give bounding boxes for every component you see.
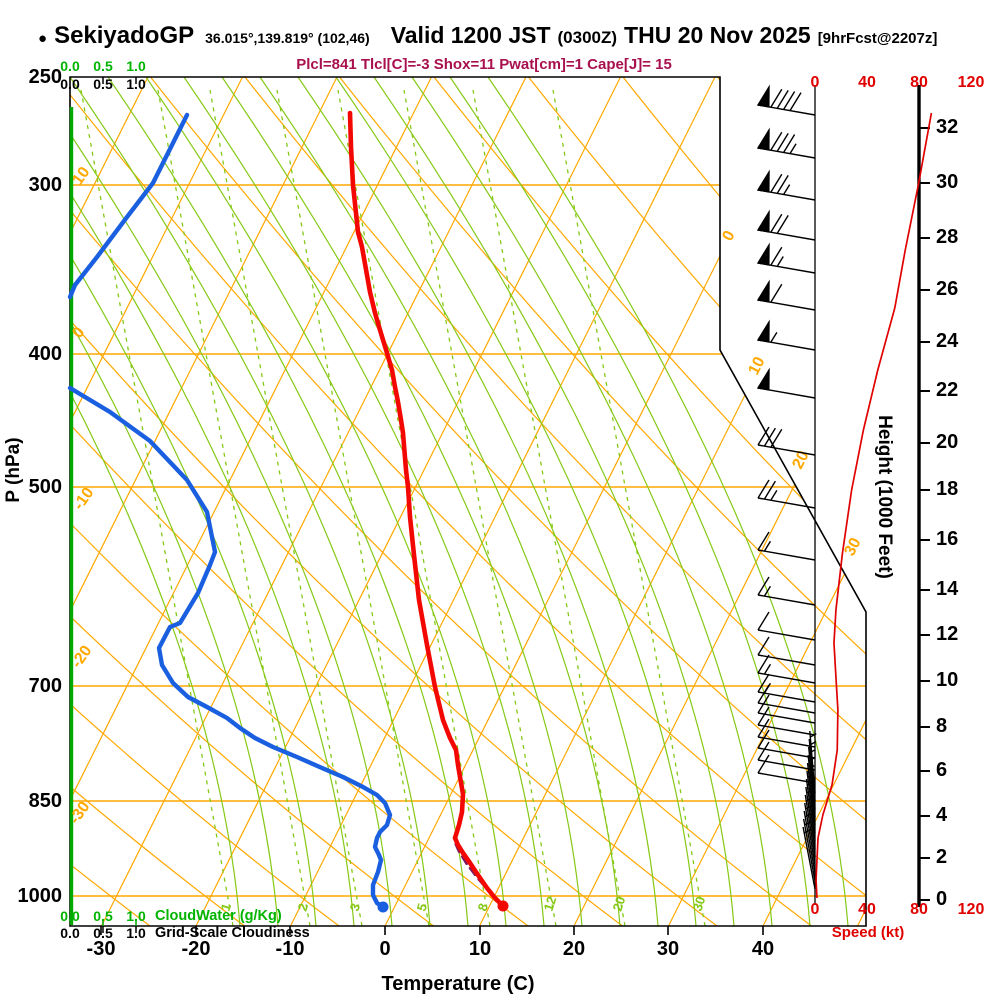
sounding-indices: Plcl=841 Tlcl[C]=-3 Shox=11 Pwat[cm]=1 C…: [296, 56, 672, 73]
cloudiness-caption: Grid-Scale Cloudiness: [155, 925, 310, 941]
pressure-tick-label: 850: [28, 790, 62, 812]
height-tick-label: 12: [936, 623, 959, 645]
mixing-ratio-label: 30: [690, 895, 709, 913]
mixing-ratio-label: 12: [541, 895, 560, 913]
temperature-tick-label: 10: [468, 938, 492, 960]
height-tick-label: 4: [936, 804, 948, 826]
scale-value: 0.0: [60, 76, 80, 92]
station-bullet-icon: ●: [38, 30, 48, 47]
scale-value: 0.0: [60, 925, 80, 941]
station-name: SekiyadoGP: [54, 22, 195, 49]
pressure-tick-label: 1000: [17, 885, 63, 907]
forecast-tag: [9hrFcst@2207z]: [817, 30, 938, 47]
temperature-tick-label: -10: [275, 938, 305, 960]
scale-value: 0.0: [60, 58, 80, 74]
temperature-tick-label: -30: [86, 938, 116, 960]
temperature-axis-title: Temperature (C): [381, 973, 535, 995]
temperature-tick-label: 20: [562, 938, 586, 960]
valid-date: THU 20 Nov 2025: [624, 22, 811, 48]
speed-scale-top-label: 120: [957, 74, 985, 91]
scale-value: 1.0: [126, 908, 146, 924]
speed-axis-title: Speed (kt): [831, 924, 905, 941]
speed-scale-top-label: 40: [858, 74, 876, 91]
valid-time: Valid 1200 JST: [390, 22, 551, 48]
temperature-tick-label: 40: [751, 938, 775, 960]
height-tick-label: 18: [936, 478, 959, 500]
isotherm-label: 30: [841, 535, 864, 559]
pressure-tick-label: 300: [28, 174, 62, 196]
pressure-tick-label: 500: [28, 476, 62, 498]
scale-value: 1.0: [126, 58, 146, 74]
height-tick-label: 24: [936, 330, 959, 352]
height-tick-label: 28: [936, 226, 959, 248]
height-tick-label: 8: [936, 715, 948, 737]
height-tick-label: 22: [936, 379, 959, 401]
mixing-ratio-label: 20: [610, 895, 629, 913]
isotherm-label: 10: [745, 354, 768, 378]
height-tick-label: 0: [936, 888, 948, 910]
height-tick-label: 20: [936, 431, 959, 453]
isotherm-label: -10: [70, 485, 97, 514]
pressure-tick-label: 700: [28, 675, 62, 697]
temperature-tick-label: 30: [656, 938, 680, 960]
scale-value: 0.5: [93, 58, 113, 74]
height-tick-label: 26: [936, 278, 959, 300]
mixing-ratio-label: 3: [347, 901, 364, 913]
mixing-ratio-label: 5: [414, 901, 431, 913]
mixing-ratio-label: 1: [218, 901, 235, 913]
chart-title: ● SekiyadoGP 36.015°,139.819° (102,46) V…: [38, 22, 937, 50]
scale-value: 0.5: [93, 908, 113, 924]
temperature-tick-label: -20: [181, 938, 211, 960]
mixing-ratio-label: 8: [475, 901, 492, 913]
height-axis-title: Height (1000 Feet): [874, 415, 895, 579]
pressure-axis-title: P (hPa): [3, 437, 24, 503]
height-tick-label: 10: [936, 669, 959, 691]
speed-scale-top-label: 0: [810, 74, 820, 91]
height-tick-label: 6: [936, 759, 948, 781]
scale-value: 1.0: [126, 925, 146, 941]
isotherm-label: 0: [719, 228, 738, 244]
height-tick-label: 16: [936, 528, 959, 550]
height-tick-label: 2: [936, 846, 948, 868]
speed-scale-top-label: 80: [910, 74, 928, 91]
valid-time-utc: (0300Z): [557, 28, 618, 47]
cloudwater-caption: CloudWater (g/Kg): [155, 908, 282, 924]
scale-value: 0.5: [93, 76, 113, 92]
speed-scale-bottom-label: 0: [810, 901, 820, 918]
height-tick-label: 14: [936, 578, 959, 600]
height-tick-label: 32: [936, 116, 959, 138]
temperature-tick-label: 0: [379, 938, 391, 960]
mixing-ratio-label: 2: [295, 901, 312, 913]
pressure-tick-label: 250: [28, 66, 62, 88]
speed-scale-bottom-label: 120: [957, 901, 985, 918]
speed-scale-bottom-label: 80: [910, 901, 928, 918]
height-tick-label: 30: [936, 171, 959, 193]
pressure-tick-label: 400: [28, 343, 62, 365]
speed-scale-bottom-label: 40: [858, 901, 876, 918]
scale-value: 0.0: [60, 908, 80, 924]
scale-value: 0.5: [93, 925, 113, 941]
station-coordinates: 36.015°,139.819° (102,46): [205, 30, 370, 46]
scale-value: 1.0: [126, 76, 146, 92]
